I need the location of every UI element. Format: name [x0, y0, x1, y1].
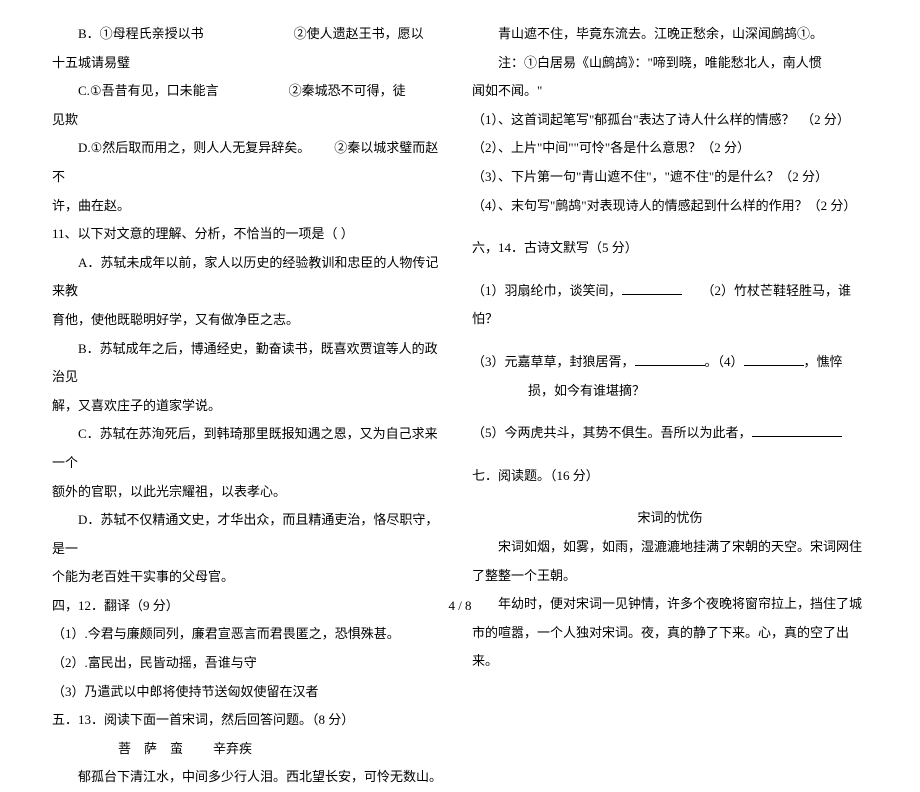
text-line: （3）元嘉草草，封狼居胥， 。（4） ，憔悴 — [472, 348, 868, 377]
text-line: 额外的官职，以此光宗耀祖，以表孝心。 — [52, 478, 448, 507]
text: （1）羽扇纶巾，谈笑间， — [472, 283, 622, 298]
spacer-row — [472, 263, 868, 277]
text-line: （1）羽扇纶巾，谈笑间，（2）竹杖芒鞋轻胜马，谁怕？ — [472, 277, 868, 334]
text-line: （1）.今君与廉颇同列，廉君宣恶言而君畏匿之，恐惧殊甚。 — [52, 620, 448, 649]
left-column: B．①母程氏亲授以书 ②使人遗赵王书，愿以 十五城请易璧 C.①吾昔有见，口未能言… — [40, 20, 460, 580]
text-line: A．苏轼未成年以前，家人以历史的经验教训和忠臣的人物传记来教 — [52, 249, 448, 306]
text-line: 育他，使他既聪明好学，又有做净臣之志。 — [52, 306, 448, 335]
text-line: C.①吾昔有见，口未能言 ②秦城恐不可得，徒 — [52, 77, 448, 106]
text-line: （3）乃遣武以中郎将使持节送匈奴使留在汉者 — [52, 678, 448, 707]
text-line: 宋词如烟，如雾，如雨，湿漉漉地挂满了宋朝的天空。宋词网住 — [472, 533, 868, 562]
text-line: 年幼时，便对宋词一见钟情，许多个夜晚将窗帘拉上，挡住了城 — [472, 590, 868, 619]
text-line: 十五城请易璧 — [52, 49, 448, 78]
text-line: （4）、末句写"鹧鸪"对表现诗人的情感起到什么样的作用？（2 分） — [472, 192, 868, 221]
text-line: 见欺 — [52, 106, 448, 135]
text: 菩 萨 蛮 — [118, 741, 183, 756]
text-line: 四，12．翻译（9 分） — [52, 592, 448, 621]
text-line: （5）今两虎共斗，其势不俱生。吾所以为此者， — [472, 419, 868, 448]
text: 。（4） — [705, 354, 744, 369]
text-line: 菩 萨 蛮 辛弃疾 — [52, 735, 448, 764]
text-line: （3）、下片第一句"青山遮不住"，"遮不住"的是什么？（2 分） — [472, 163, 868, 192]
text: B．①母程氏亲授以书 — [78, 26, 204, 41]
text: （3）元嘉草草，封狼居胥， — [472, 354, 635, 369]
text-line: 解，又喜欢庄子的道家学说。 — [52, 392, 448, 421]
blank-line — [635, 365, 705, 366]
text-line: B．①母程氏亲授以书 ②使人遗赵王书，愿以 — [52, 20, 448, 49]
text-line: （2）、上片"中间""可怜"各是什么意思？（2 分） — [472, 134, 868, 163]
blank-line — [744, 365, 804, 366]
text-line: B．苏轼成年之后，博通经史，勤奋读书，既喜欢贾谊等人的政治见 — [52, 335, 448, 392]
spacer-row — [472, 448, 868, 462]
text: 辛弃疾 — [213, 741, 252, 756]
spacer-row — [472, 334, 868, 348]
text-line: 五．13．阅读下面一首宋词，然后回答问题。（8 分） — [52, 706, 448, 735]
text-line: 了整整一个王朝。 — [472, 562, 868, 591]
blank-line — [622, 294, 682, 295]
text-line: 七．阅读题。（16 分） — [472, 462, 868, 491]
text: ②秦城恐不可得，徒 — [289, 83, 406, 98]
spacer-row — [472, 490, 868, 504]
text-line: D．苏轼不仅精通文史，才华出众，而且精通吏治，恪尽职守，是一 — [52, 506, 448, 563]
text-line: 六，14．古诗文默写（5 分） — [472, 234, 868, 263]
text: ，憔悴 — [804, 354, 843, 369]
spacer-row — [472, 220, 868, 234]
article-title: 宋词的忧伤 — [472, 504, 868, 533]
text-line: 许，曲在赵。 — [52, 192, 448, 221]
text-line: C．苏轼在苏洵死后，到韩琦那里既报知遇之恩，又为自己求来一个 — [52, 420, 448, 477]
text: D.①然后取而用之，则人人无复异辞矣。 — [78, 140, 310, 155]
right-column: 青山遮不住，毕竟东流去。江晚正愁余，山深闻鹧鸪①。 注：①白居易《山鹧鸪》："啼… — [460, 20, 880, 580]
text: （5）今两虎共斗，其势不俱生。吾所以为此者， — [472, 425, 752, 440]
text-line: 11、以下对文意的理解、分析，不恰当的一项是（ ） — [52, 220, 448, 249]
text: 损，如今有谁堪摘？ — [528, 383, 645, 398]
text-line: 闻如不闻。" — [472, 77, 868, 106]
page-container: B．①母程氏亲授以书 ②使人遗赵王书，愿以 十五城请易璧 C.①吾昔有见，口未能言… — [0, 0, 920, 590]
text-line: D.①然后取而用之，则人人无复异辞矣。②秦以城求璧而赵不 — [52, 134, 448, 191]
text-line: （2）.富民出，民皆动摇，吾谁与守 — [52, 649, 448, 678]
spacer-row — [472, 405, 868, 419]
text: C.①吾昔有见，口未能言 — [78, 83, 219, 98]
text-line: 损，如今有谁堪摘？ — [472, 377, 868, 406]
text-line: 市的喧嚣，一个人独对宋词。夜，真的静了下来。心，真的空了出来。 — [472, 619, 868, 676]
text-line: 注：①白居易《山鹧鸪》："啼到晓，唯能愁北人，南人惯 — [472, 49, 868, 78]
text-line: 郁孤台下清江水，中间多少行人泪。西北望长安，可怜无数山。 — [52, 763, 448, 792]
text: ②使人遗赵王书，愿以 — [294, 26, 424, 41]
text-line: 青山遮不住，毕竟东流去。江晚正愁余，山深闻鹧鸪①。 — [472, 20, 868, 49]
text-line: 个能为老百姓干实事的父母官。 — [52, 563, 448, 592]
text-line: （1）、这首词起笔写"郁孤台"表达了诗人什么样的情感？ （2 分） — [472, 106, 868, 135]
blank-line — [752, 436, 842, 437]
